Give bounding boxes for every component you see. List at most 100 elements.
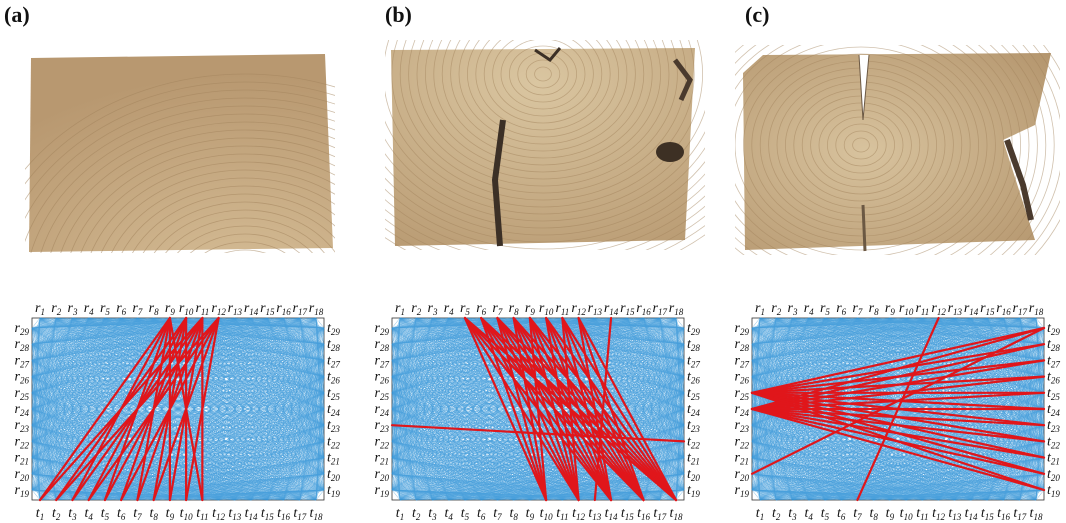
sensor-label-r14: r14 bbox=[604, 301, 619, 317]
sensor-label-r17: r17 bbox=[1013, 301, 1028, 317]
sensor-label-t14: t14 bbox=[965, 506, 978, 522]
highlighted-ray bbox=[750, 407, 1046, 475]
sensor-label-t22: t22 bbox=[687, 434, 700, 450]
sensor-label-r12: r12 bbox=[931, 301, 946, 317]
sensor-label-r10: r10 bbox=[899, 301, 914, 317]
sensor-label-t20: t20 bbox=[687, 467, 700, 483]
sensor-label-t26: t26 bbox=[327, 370, 340, 386]
sensor-label-r18: r18 bbox=[1029, 301, 1044, 317]
sensor-label-t14: t14 bbox=[245, 506, 258, 522]
sensor-label-t22: t22 bbox=[1047, 434, 1060, 450]
highlighted-ray bbox=[577, 316, 613, 502]
sensor-label-t5: t5 bbox=[461, 506, 470, 522]
sensor-label-t7: t7 bbox=[493, 506, 502, 522]
wood-photo-a bbox=[25, 54, 335, 253]
sensor-label-r19: r19 bbox=[375, 483, 390, 499]
sensor-label-t17: t17 bbox=[653, 506, 666, 522]
sensor-label-r23: r23 bbox=[735, 418, 750, 434]
sensor-label-t9: t9 bbox=[526, 506, 535, 522]
sensor-label-t28: t28 bbox=[327, 337, 340, 353]
sensor-label-r27: r27 bbox=[735, 353, 750, 369]
sensor-label-r28: r28 bbox=[375, 337, 390, 353]
highlighted-ray bbox=[152, 316, 220, 502]
sensor-label-r24: r24 bbox=[375, 402, 390, 418]
sensor-label-r6: r6 bbox=[116, 301, 126, 317]
sensor-label-t24: t24 bbox=[1047, 402, 1060, 418]
sensor-label-r28: r28 bbox=[15, 337, 30, 353]
sensor-label-t18: t18 bbox=[1030, 506, 1043, 522]
sensor-label-r5: r5 bbox=[100, 301, 110, 317]
sensor-label-r21: r21 bbox=[375, 451, 389, 467]
sensor-label-r20: r20 bbox=[735, 467, 750, 483]
sensor-label-t3: t3 bbox=[788, 506, 797, 522]
sensor-label-r6: r6 bbox=[476, 301, 486, 317]
highlighted-ray bbox=[512, 316, 548, 502]
sensor-label-t21: t21 bbox=[1047, 451, 1060, 467]
highlighted-ray bbox=[750, 326, 1046, 411]
highlighted-ray bbox=[750, 375, 1046, 411]
sensor-label-t11: t11 bbox=[196, 506, 208, 522]
sensor-label-t11: t11 bbox=[556, 506, 568, 522]
sensor-label-t8: t8 bbox=[509, 506, 518, 522]
highlighted-ray bbox=[55, 316, 220, 502]
highlighted-ray bbox=[561, 316, 580, 502]
sensor-label-r25: r25 bbox=[15, 386, 30, 402]
sensor-label-t19: t19 bbox=[1047, 483, 1060, 499]
sensor-label-t23: t23 bbox=[1047, 418, 1060, 434]
sensor-label-t5: t5 bbox=[101, 506, 110, 522]
sensor-label-t13: t13 bbox=[948, 506, 961, 522]
sensor-label-t15: t15 bbox=[621, 506, 634, 522]
sensor-label-r2: r2 bbox=[411, 301, 421, 317]
sensor-label-r29: r29 bbox=[15, 321, 30, 337]
sensor-label-r22: r22 bbox=[15, 434, 30, 450]
sensor-label-t24: t24 bbox=[327, 402, 340, 418]
sensor-label-t8: t8 bbox=[869, 506, 878, 522]
sensor-label-r24: r24 bbox=[15, 402, 30, 418]
sensor-label-r4: r4 bbox=[84, 301, 94, 317]
highlighted-ray bbox=[185, 316, 220, 502]
sensor-label-r2: r2 bbox=[771, 301, 781, 317]
sensor-label-t12: t12 bbox=[212, 506, 225, 522]
highlighted-ray bbox=[120, 316, 220, 502]
sensor-label-r19: r19 bbox=[15, 483, 30, 499]
highlighted-ray bbox=[545, 316, 580, 502]
sensor-label-t15: t15 bbox=[261, 506, 274, 522]
sensor-label-t18: t18 bbox=[310, 506, 323, 522]
sensor-label-r17: r17 bbox=[653, 301, 668, 317]
sensor-label-t6: t6 bbox=[117, 506, 126, 522]
sensor-label-t11: t11 bbox=[916, 506, 928, 522]
sensor-label-r27: r27 bbox=[15, 353, 30, 369]
sensor-label-r5: r5 bbox=[820, 301, 830, 317]
ray-diagram-a: r1 r2 r3 r4 r5 r6 r7 r8 r9 r10 r11 r12 r13 r14 r15 r16 r… bbox=[15, 301, 341, 522]
highlighted-ray bbox=[545, 316, 613, 502]
sensor-label-t15: t15 bbox=[981, 506, 994, 522]
sensor-label-t29: t29 bbox=[687, 321, 700, 337]
sensor-label-t29: t29 bbox=[327, 321, 340, 337]
sensor-label-r18: r18 bbox=[669, 301, 684, 317]
sensor-label-t17: t17 bbox=[293, 506, 306, 522]
sensor-label-t28: t28 bbox=[1047, 337, 1060, 353]
highlighted-ray bbox=[512, 316, 580, 502]
sensor-label-t2: t2 bbox=[772, 506, 781, 522]
sensor-label-t22: t22 bbox=[327, 434, 340, 450]
highlighted-ray bbox=[856, 316, 940, 502]
sensor-label-r11: r11 bbox=[195, 301, 209, 317]
sensor-label-r13: r13 bbox=[588, 301, 603, 317]
sensor-label-r11: r11 bbox=[915, 301, 929, 317]
sensor-label-r12: r12 bbox=[211, 301, 226, 317]
sensor-label-t27: t27 bbox=[687, 353, 700, 369]
wood-photo-b bbox=[385, 40, 705, 250]
sensor-label-r1: r1 bbox=[395, 301, 405, 317]
sensor-label-r23: r23 bbox=[15, 418, 30, 434]
sensor-label-r8: r8 bbox=[869, 301, 879, 317]
sensor-label-r15: r15 bbox=[620, 301, 635, 317]
highlighted-ray bbox=[38, 316, 171, 502]
sensor-label-r9: r9 bbox=[165, 301, 175, 317]
sensor-label-t7: t7 bbox=[853, 506, 862, 522]
sensor-label-t4: t4 bbox=[445, 506, 454, 522]
panel-label-b: (b) bbox=[385, 2, 412, 27]
sensor-label-r17: r17 bbox=[293, 301, 308, 317]
sensor-label-r9: r9 bbox=[885, 301, 895, 317]
highlighted-ray bbox=[528, 316, 548, 502]
sensor-label-t27: t27 bbox=[327, 353, 340, 369]
